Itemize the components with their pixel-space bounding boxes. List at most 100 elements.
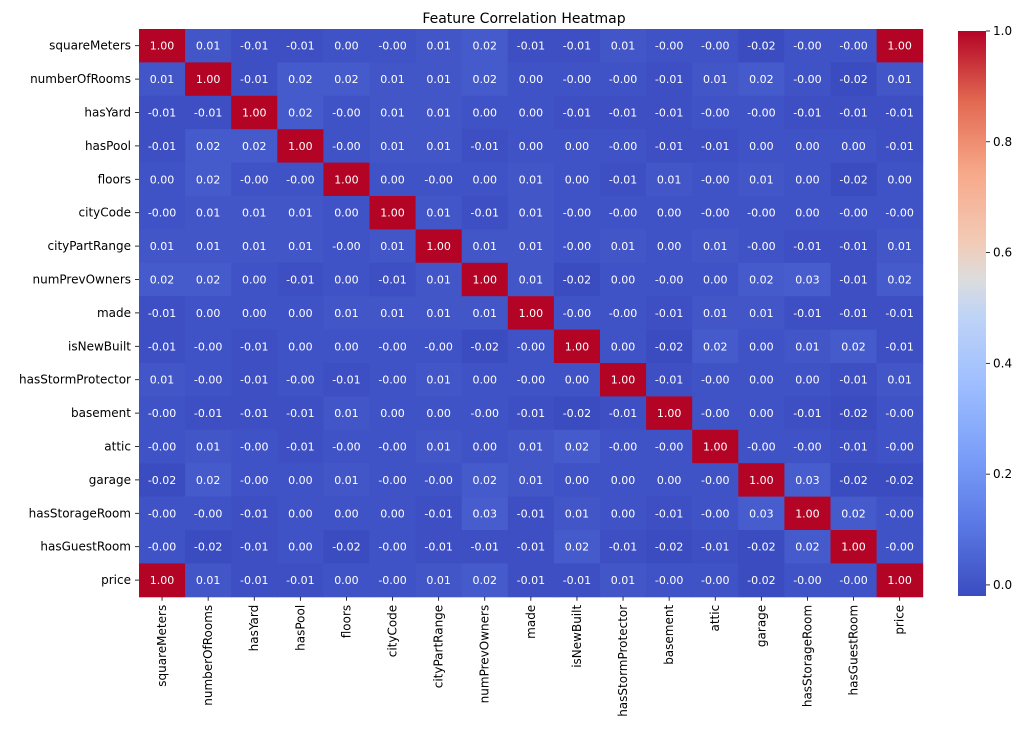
- heatmap-cell: [369, 262, 417, 297]
- column-labels: squareMeters numberOfRooms hasYard hasPool f…: [155, 596, 907, 717]
- heatmap-cell: [876, 29, 924, 63]
- heatmap-cell: [692, 429, 739, 464]
- heatmap-cell: [738, 563, 785, 598]
- heatmap-cell-value: 0.01: [519, 441, 544, 454]
- column-label: hasStorageRoom: [800, 605, 814, 707]
- heatmap-cell: [738, 396, 785, 431]
- row-label: attic: [104, 440, 131, 454]
- row-label: garage: [89, 473, 131, 487]
- heatmap-cell: [784, 196, 831, 230]
- heatmap-cell: [876, 363, 924, 397]
- heatmap-cell-value: -0.01: [286, 574, 314, 587]
- heatmap-cell: [507, 229, 555, 264]
- heatmap-cell: [646, 563, 693, 598]
- row-label: made: [97, 306, 131, 320]
- heatmap-cell-value: 0.00: [242, 307, 267, 320]
- heatmap-cell: [553, 563, 601, 598]
- heatmap-cell: [692, 29, 739, 63]
- heatmap-cell: [323, 62, 370, 97]
- heatmap-cell: [646, 129, 693, 164]
- heatmap-cell: [876, 129, 924, 164]
- heatmap-cell: [830, 363, 878, 397]
- heatmap-cell-value: -0.00: [194, 374, 222, 387]
- heatmap-cell-value: 0.00: [473, 374, 498, 387]
- heatmap-cell: [784, 530, 831, 564]
- colorbar-tick-label: 0.2: [993, 467, 1012, 481]
- heatmap-cell-value: -0.00: [517, 374, 545, 387]
- heatmap-cell: [415, 363, 463, 397]
- heatmap-cell-value: 1.00: [473, 274, 498, 287]
- heatmap-cell-value: 0.00: [657, 207, 682, 220]
- heatmap-cells: [139, 29, 924, 598]
- heatmap-cell-value: 0.01: [519, 207, 544, 220]
- heatmap-cell-value: -0.02: [839, 407, 867, 420]
- heatmap-cell: [600, 396, 647, 431]
- heatmap-cell: [415, 329, 463, 364]
- heatmap-cell: [692, 262, 739, 297]
- heatmap-cell: [369, 162, 417, 197]
- heatmap-cell-value: 0.02: [749, 274, 774, 287]
- heatmap-cell: [507, 396, 555, 431]
- heatmap-cell: [277, 129, 324, 164]
- heatmap-cell-value: 0.00: [196, 307, 221, 320]
- heatmap-cell: [461, 262, 509, 297]
- heatmap-cell-value: -0.00: [148, 507, 176, 520]
- heatmap-cell-value: -0.02: [655, 541, 683, 554]
- heatmap-cell: [461, 363, 509, 397]
- heatmap-cell-value: 0.02: [887, 274, 912, 287]
- heatmap-cell: [646, 95, 693, 130]
- heatmap-cell: [323, 496, 370, 531]
- heatmap-cell: [323, 229, 370, 264]
- heatmap-cell-value: -0.01: [194, 107, 222, 120]
- heatmap-cell-value: -0.01: [885, 107, 913, 120]
- heatmap-cell: [738, 262, 785, 297]
- heatmap-cell: [600, 62, 647, 97]
- heatmap-cell: [415, 530, 463, 564]
- heatmap-cell-value: 0.00: [426, 407, 451, 420]
- heatmap-cell-value: -0.01: [701, 541, 729, 554]
- heatmap-cell-value: 0.01: [519, 274, 544, 287]
- row-label: numPrevOwners: [32, 273, 131, 287]
- column-label: attic: [708, 605, 722, 632]
- heatmap-cell-value: 1.00: [426, 240, 451, 253]
- heatmap-cell-value: -0.01: [793, 107, 821, 120]
- heatmap-cell: [646, 496, 693, 531]
- heatmap-cell: [830, 563, 878, 598]
- heatmap-cell-value: 0.00: [288, 340, 313, 353]
- heatmap-cell-value: -0.00: [424, 340, 452, 353]
- heatmap-cell-value: 0.00: [473, 173, 498, 186]
- heatmap-cell: [507, 563, 555, 598]
- heatmap-cell-value: 0.01: [380, 73, 405, 86]
- heatmap-cell-value: -0.01: [240, 340, 268, 353]
- colorbar: 0.0 0.2 0.4 0.6 0.8 1.0: [958, 24, 1012, 596]
- heatmap-cell: [784, 396, 831, 431]
- heatmap-cell: [231, 463, 278, 498]
- heatmap-cell-value: 0.02: [473, 73, 498, 86]
- heatmap-cell: [185, 296, 232, 331]
- heatmap-cell-value: -0.01: [471, 140, 499, 153]
- heatmap-cell: [553, 162, 601, 197]
- heatmap-cell-value: 0.01: [334, 407, 359, 420]
- heatmap-cell-value: 0.01: [519, 474, 544, 487]
- heatmap-cell-value: -0.01: [286, 274, 314, 287]
- heatmap-cell: [231, 29, 278, 63]
- heatmap-cell: [830, 530, 878, 564]
- heatmap-cell: [738, 429, 785, 464]
- heatmap-cell-value: -0.01: [471, 207, 499, 220]
- heatmap-cell-value: 0.01: [288, 240, 313, 253]
- heatmap-cell: [369, 29, 417, 63]
- heatmap-cell-value: 0.00: [565, 474, 590, 487]
- heatmap-cell: [231, 496, 278, 531]
- heatmap-cell: [277, 95, 324, 130]
- heatmap-cell: [323, 429, 370, 464]
- heatmap-cell: [646, 62, 693, 97]
- heatmap-cell: [369, 496, 417, 531]
- heatmap-cell-value: -0.02: [747, 541, 775, 554]
- heatmap-cell-value: 0.00: [749, 407, 774, 420]
- heatmap-cell: [415, 29, 463, 63]
- heatmap-cell-value: 1.00: [887, 574, 912, 587]
- heatmap-cell-value: -0.00: [747, 107, 775, 120]
- heatmap-cell-value: 0.00: [611, 274, 636, 287]
- heatmap-cell-value: 0.00: [887, 173, 912, 186]
- column-label: hasStormProtector: [616, 605, 630, 717]
